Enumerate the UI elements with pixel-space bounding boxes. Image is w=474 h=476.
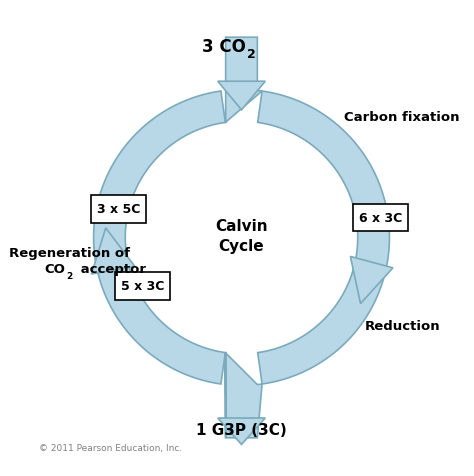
Text: 3 CO: 3 CO [202, 38, 246, 56]
Polygon shape [350, 257, 393, 304]
Polygon shape [218, 418, 265, 445]
FancyBboxPatch shape [115, 273, 170, 300]
Text: Reduction: Reduction [365, 319, 440, 332]
Text: © 2011 Pearson Education, Inc.: © 2011 Pearson Education, Inc. [39, 444, 182, 452]
Polygon shape [225, 38, 262, 123]
Text: 2: 2 [247, 49, 256, 61]
FancyBboxPatch shape [91, 196, 146, 223]
Text: 2: 2 [66, 271, 73, 280]
FancyBboxPatch shape [353, 205, 408, 232]
Text: CO: CO [45, 262, 65, 275]
Text: Carbon fixation: Carbon fixation [345, 111, 460, 124]
Text: 6 x 3C: 6 x 3C [358, 212, 402, 225]
Polygon shape [93, 92, 225, 384]
Text: Regeneration of: Regeneration of [9, 247, 130, 260]
Polygon shape [91, 228, 135, 275]
Text: Calvin
Cycle: Calvin Cycle [215, 218, 268, 253]
Text: 3 x 5C: 3 x 5C [97, 203, 140, 216]
Polygon shape [218, 82, 265, 110]
Text: 5 x 3C: 5 x 3C [121, 280, 164, 293]
Polygon shape [225, 353, 262, 438]
Text: 1 G3P (3C): 1 G3P (3C) [196, 423, 287, 437]
Text: acceptor: acceptor [76, 262, 146, 275]
Polygon shape [258, 92, 390, 384]
